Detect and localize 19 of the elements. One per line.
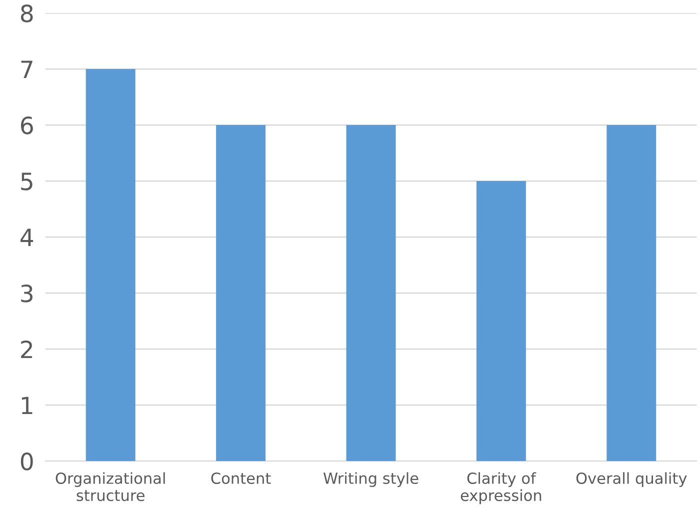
x-tick-label: Overall quality bbox=[576, 472, 687, 487]
y-tick-label: 7 bbox=[21, 60, 32, 78]
y-tick-label: 5 bbox=[21, 172, 32, 190]
y-tick-label: 1 bbox=[22, 396, 32, 414]
y-tick-label: 8 bbox=[20, 4, 33, 22]
bar bbox=[346, 125, 396, 462]
y-tick-label: 2 bbox=[21, 340, 32, 358]
x-tick-label: Organizational structure bbox=[56, 472, 165, 502]
y-tick-label: 4 bbox=[20, 228, 34, 246]
bar bbox=[476, 181, 526, 462]
y-tick-label: 6 bbox=[21, 116, 33, 134]
bar bbox=[216, 125, 266, 462]
bar bbox=[86, 69, 136, 462]
y-tick-label: 0 bbox=[20, 452, 33, 470]
bar bbox=[606, 125, 656, 462]
x-tick-label: Content bbox=[211, 472, 271, 484]
x-tick-label: Clarity of expression bbox=[460, 472, 542, 504]
y-tick-label: 3 bbox=[21, 284, 32, 302]
x-tick-label: Writing style bbox=[323, 472, 418, 487]
